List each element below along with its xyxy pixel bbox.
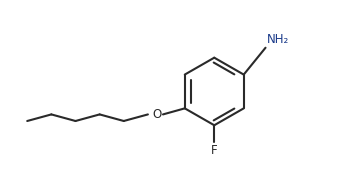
Text: F: F xyxy=(211,144,218,157)
Text: O: O xyxy=(152,108,161,121)
Text: NH₂: NH₂ xyxy=(267,33,289,46)
